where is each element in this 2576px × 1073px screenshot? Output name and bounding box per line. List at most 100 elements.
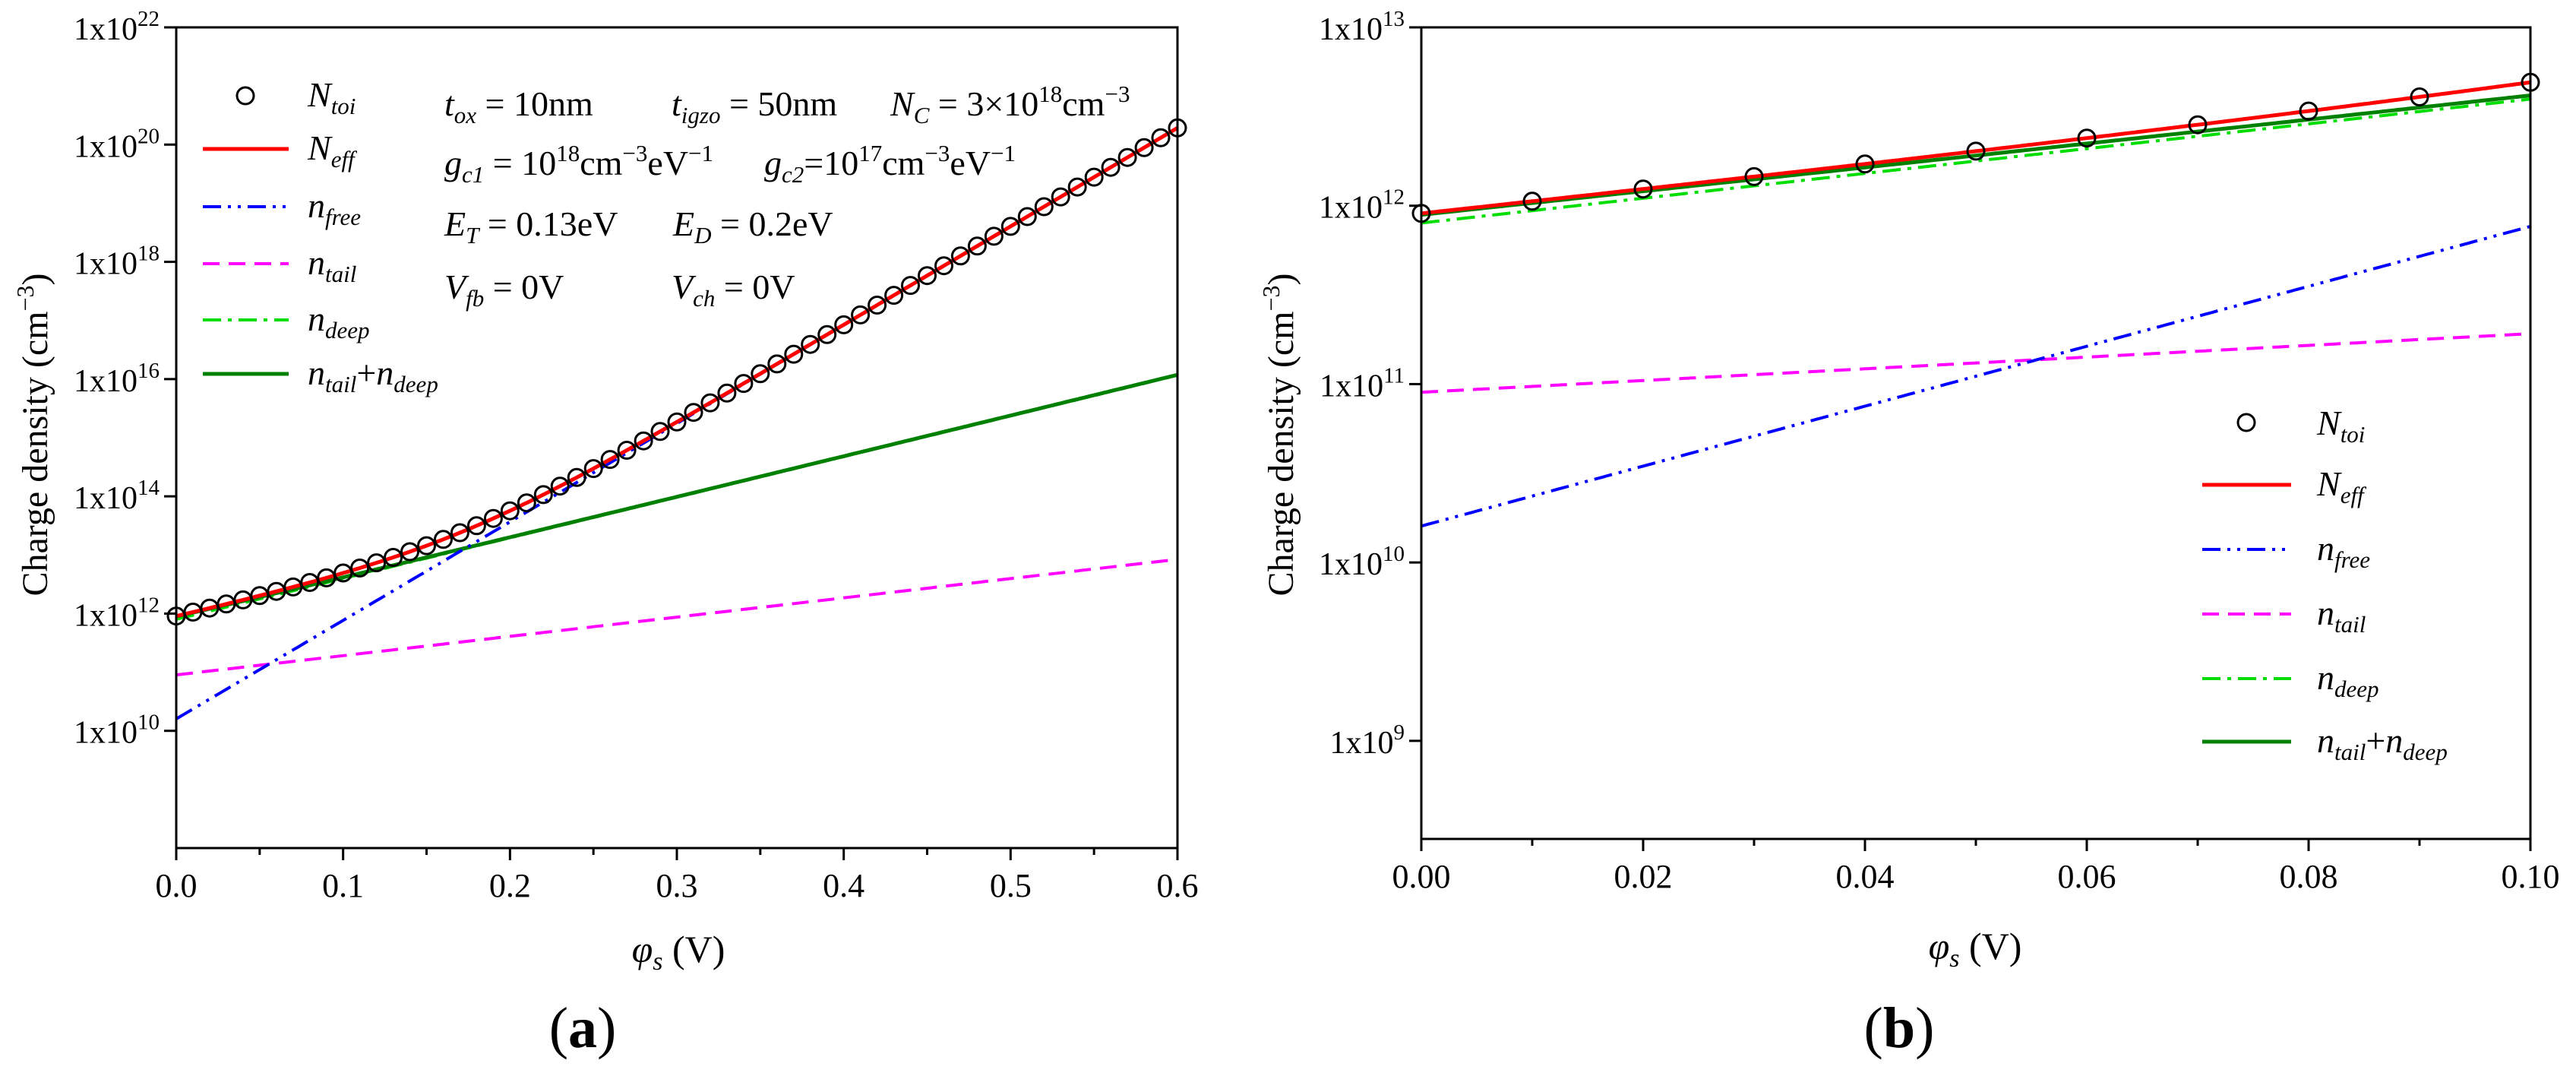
chart-a-ytick-label: 1x1010 xyxy=(74,711,160,751)
param-tigzo: tigzo = 50nm xyxy=(672,84,837,128)
chart-a-point-n-toi xyxy=(1034,197,1054,217)
chart-b-xtick-label: 0.00 xyxy=(1392,858,1451,895)
chart-a-point-n-toi xyxy=(1017,207,1037,226)
chart-a-point-n-toi xyxy=(1067,177,1087,197)
chart-a-point-n-toi xyxy=(567,467,586,487)
legend-b-n-free: nfree xyxy=(2202,529,2370,573)
chart-a-point-n-toi xyxy=(417,536,436,555)
param-et: ET = 0.13eV xyxy=(444,204,618,248)
chart-a-point-n-toi xyxy=(950,246,970,266)
chart-a-point-n-toi xyxy=(350,559,370,578)
chart-a-point-n-toi xyxy=(984,226,1004,246)
chart-a-series-n-tail-n-deep xyxy=(176,372,1177,619)
chart-a-point-n-toi xyxy=(801,334,820,354)
param-gc1: gc1 = 1018cm−3eV−1 xyxy=(444,140,713,188)
chart-a-point-n-toi xyxy=(400,542,419,562)
chart-a-legend: Ntoi Neff nfree ntail ndeep ntail+ndeep xyxy=(203,75,438,397)
chart-a-ylabel: Charge density (cm−3) xyxy=(11,273,55,596)
chart-a-point-n-toi xyxy=(717,383,737,403)
chart-a-point-n-toi xyxy=(500,501,520,521)
chart-a-point-n-toi xyxy=(1117,147,1137,167)
chart-a-ytick-label: 1x1014 xyxy=(74,476,160,516)
chart-a-point-n-toi xyxy=(934,256,953,276)
svg-text:Neff: Neff xyxy=(307,128,358,173)
chart-a: 0.0 0.1 0.2 0.3 0.4 0.5 0.6 1x1010 1x1012 1x1014 1… xyxy=(11,7,1199,1060)
chart-a-xlabel: φs (V) xyxy=(632,928,725,976)
chart-a-point-n-toi xyxy=(634,431,653,451)
legend-a-n-free: nfree xyxy=(203,186,361,230)
chart-b-ticks xyxy=(1409,26,2532,851)
chart-a-point-n-toi xyxy=(1084,167,1104,187)
chart-a-point-n-toi xyxy=(617,441,637,460)
chart-a-xtick-label: 0.4 xyxy=(823,867,864,904)
chart-a-point-n-toi xyxy=(550,476,570,496)
legend-b-n-deep: ndeep xyxy=(2202,658,2379,702)
svg-text:nfree: nfree xyxy=(2317,529,2370,573)
chart-a-point-n-toi xyxy=(884,286,904,305)
chart-a-point-n-toi xyxy=(901,276,920,296)
legend-b-n-tail: ntail xyxy=(2202,593,2366,638)
chart-b-point-n-toi xyxy=(2188,115,2208,135)
chart-a-xtick-label: 0.1 xyxy=(322,867,364,904)
chart-a-point-n-toi xyxy=(967,236,987,256)
chart-a-point-n-toi xyxy=(367,553,387,573)
chart-b-series-n-free xyxy=(1421,224,2530,528)
param-vfb: Vfb = 0V xyxy=(444,267,564,312)
chart-a-series-n-eff xyxy=(176,126,1177,619)
chart-a-ytick-label: 1x1016 xyxy=(74,359,160,399)
chart-a-point-n-toi xyxy=(333,563,353,583)
chart-a-point-n-toi xyxy=(450,523,469,543)
chart-b-series-n-tail xyxy=(1421,332,2530,394)
svg-text:ndeep: ndeep xyxy=(2317,658,2379,702)
chart-b-ytick-label: 1x1011 xyxy=(1320,363,1405,404)
chart-b-curves xyxy=(1411,72,2540,528)
svg-text:Ntoi: Ntoi xyxy=(307,75,356,119)
param-ed: ED = 0.2eV xyxy=(672,204,833,248)
chart-b-series-n-eff xyxy=(1421,80,2530,216)
legend-a-n-toi-marker xyxy=(235,86,255,106)
chart-a-point-n-toi xyxy=(600,450,620,470)
chart-a-ytick-label: 1x1020 xyxy=(74,124,160,164)
chart-a-point-n-toi xyxy=(784,344,804,364)
chart-b-point-n-toi xyxy=(1522,191,1542,211)
chart-a-point-n-toi xyxy=(483,508,503,528)
legend-a-n-eff: Neff xyxy=(203,128,358,173)
chart-b-point-n-toi xyxy=(2410,87,2429,106)
chart-a-point-n-toi xyxy=(317,568,337,587)
chart-a-plot-frame xyxy=(175,26,1179,850)
chart-a-point-n-toi xyxy=(517,493,536,513)
chart-a-point-n-toi xyxy=(817,324,837,344)
legend-b-n-eff: Neff xyxy=(2202,464,2367,508)
chart-a-point-n-toi xyxy=(667,412,687,432)
chart-b-point-n-toi xyxy=(1744,166,1764,186)
chart-a-point-n-toi xyxy=(767,354,787,374)
svg-text:Ntoi: Ntoi xyxy=(2316,404,2365,448)
chart-b-point-n-toi xyxy=(1855,154,1875,174)
chart-a-ytick-label: 1x1022 xyxy=(74,7,160,47)
chart-a-parameters: tox = 10nm tigzo = 50nm NC = 3×1018cm−3 … xyxy=(444,81,1130,312)
chart-b-legend: Ntoi Neff nfree ntail ndeep ntail+ndeep xyxy=(2202,404,2448,765)
chart-b-xlabel: φs (V) xyxy=(1929,925,2022,973)
chart-a-ytick-label: 1x1018 xyxy=(74,242,160,282)
svg-text:ndeep: ndeep xyxy=(308,299,370,343)
chart-a-point-n-toi xyxy=(1000,217,1020,236)
chart-b-xtick-label: 0.04 xyxy=(1836,858,1895,895)
chart-b-xtick-label: 0.06 xyxy=(2058,858,2116,895)
chart-a-point-n-toi xyxy=(434,530,453,549)
chart-a-xtick-label: 0.2 xyxy=(489,867,531,904)
param-vch: Vch = 0V xyxy=(672,267,795,312)
legend-b-n-toi: Ntoi xyxy=(2236,404,2365,448)
chart-a-point-n-toi xyxy=(1151,128,1171,147)
param-nc: NC = 3×1018cm−3 xyxy=(890,81,1130,128)
chart-b-point-n-toi xyxy=(1633,179,1653,199)
chart-a-point-n-toi xyxy=(734,374,754,394)
chart-a-point-n-toi xyxy=(1101,157,1120,177)
legend-b-n-tail-deep: ntail+ndeep xyxy=(2202,721,2448,765)
panel-label-a: (a) xyxy=(549,996,617,1060)
chart-a-point-n-toi xyxy=(751,364,770,384)
chart-a-point-n-toi xyxy=(684,403,703,423)
svg-text:Neff: Neff xyxy=(2316,464,2367,508)
chart-b-ylabel: Charge density (cm−3) xyxy=(1257,273,1301,596)
chart-a-point-n-toi xyxy=(700,393,720,413)
